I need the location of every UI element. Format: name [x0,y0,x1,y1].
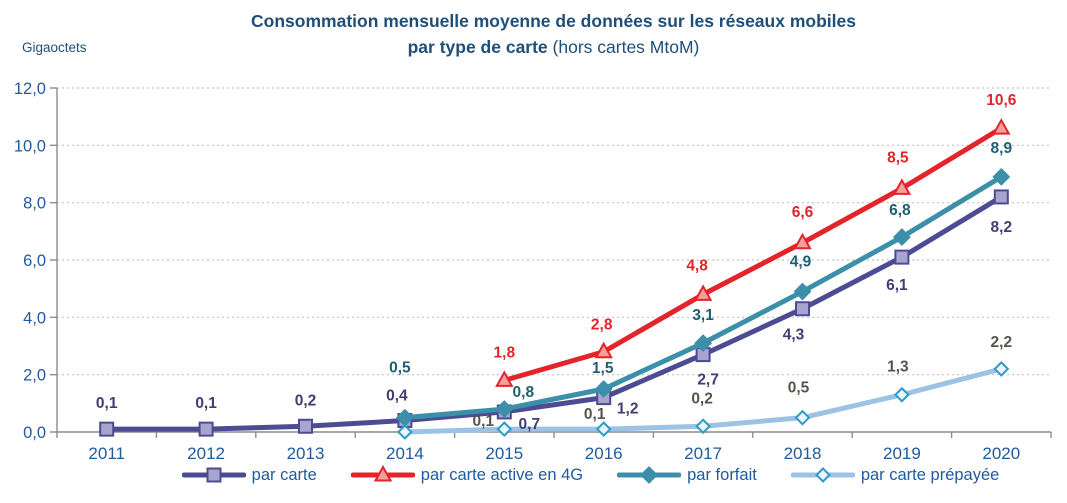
data-point-label: 1,8 [494,344,516,361]
legend-swatch [350,465,415,482]
data-point-marker [594,380,613,398]
legend-swatch [790,467,855,483]
data-point-label: 0,1 [473,413,495,430]
data-point-marker [993,361,1010,377]
data-point-marker [694,334,713,353]
x-tick-label: 2014 [386,444,424,463]
series-par-forfait [395,167,1011,427]
data-point-label: 8,9 [991,140,1013,157]
legend-item-par-carte: par carte [181,465,317,485]
x-tick-label: 2012 [187,444,225,463]
data-point-marker [892,178,912,195]
chart-title-line2: par type de carte (hors cartes MtoM) [407,37,700,57]
data-point-label: 0,1 [195,395,217,412]
series-line [104,194,1004,432]
data-point-label: 6,6 [792,204,814,221]
data-point-label: 4,3 [783,327,805,344]
y-tick-label: 0,0 [23,424,46,442]
data-point-marker [892,228,911,246]
data-point-marker [373,465,392,482]
data-point-label: 0,1 [96,395,118,412]
legend-label: par carte prépayée [860,465,1000,484]
data-point-label: 6,8 [889,202,911,219]
y-tick-label: 10,0 [14,137,46,155]
data-point-marker [793,232,812,250]
series-line [501,125,1004,383]
legend-item-par-carte-active-en-4G: par carte active en 4G [350,465,584,485]
legend-item-par-forfait: par forfait [617,465,757,485]
data-point-marker [795,301,810,317]
data-point-marker [793,282,812,301]
data-point-label: 1,2 [617,401,639,418]
chart-legend: par carte par carte active en 4G par forfa… [114,465,1067,485]
data-point-label: 4,8 [686,257,708,274]
data-point-marker [794,409,811,426]
y-tick-label: 2,0 [23,367,46,385]
data-point-marker [594,341,613,359]
data-point-marker [198,421,214,437]
data-point-label: 4,9 [790,254,812,271]
data-point-marker [496,421,513,438]
legend-swatch [617,466,682,484]
x-tick-label: 2013 [287,444,325,463]
data-point-marker [992,118,1011,135]
data-point-marker [396,424,413,440]
data-point-label: 0,7 [519,416,541,433]
data-point-label: 8,2 [991,219,1013,236]
legend-label: par carte active en 4G [420,465,584,484]
data-point-label: 1,3 [887,359,909,376]
x-tick-label: 2017 [684,444,722,463]
data-point-marker [298,418,313,434]
data-point-marker [206,467,222,483]
data-point-label: 0,5 [389,360,411,377]
data-point-label: 2,8 [591,317,613,334]
data-point-label: 0,2 [295,392,317,409]
x-tick-label: 2019 [883,444,921,463]
legend-swatch [181,467,246,483]
y-axis-unit-label: Gigaoctets [22,40,87,55]
data-point-label: 0,8 [513,384,535,401]
y-tick-label: 8,0 [23,195,46,213]
y-tick-label: 4,0 [23,309,46,327]
chart-title: Consommation mensuelle moyenne de donnée… [40,8,1067,60]
data-point-marker [695,418,712,435]
x-tick-label: 2015 [485,444,523,463]
data-point-label: 0,2 [691,390,713,407]
legend-item-par-carte-prépayée: par carte prépayée [790,465,1000,485]
x-tick-label: 2018 [784,444,822,463]
data-point-label: 1,5 [592,360,614,377]
data-point-marker [495,400,514,418]
y-tick-label: 6,0 [23,252,46,270]
data-point-marker [814,467,831,483]
data-point-label: 0,5 [788,380,810,397]
data-point-label: 2,7 [697,372,719,389]
series-par-carte-active-en-4G [495,118,1011,387]
data-point-label: 3,1 [692,307,714,324]
data-point-marker [640,466,659,484]
data-point-marker [893,386,910,403]
y-tick-label: 12,0 [14,80,46,98]
data-point-marker [595,421,612,438]
data-point-marker [693,284,713,301]
x-tick-label: 2016 [585,444,623,463]
data-point-label: 0,4 [386,388,408,405]
data-point-marker [992,167,1011,186]
x-tick-label: 2020 [982,444,1020,463]
data-point-label: 8,5 [887,149,909,166]
chart-title-line1: Consommation mensuelle moyenne de donnée… [251,11,856,31]
data-point-label: 6,1 [886,277,908,294]
x-tick-label: 2011 [88,444,125,463]
data-point-marker [894,249,910,265]
data-point-marker [993,189,1009,205]
data-point-label: 0,1 [584,406,606,423]
data-point-marker [495,370,514,387]
data-point-label: 10,6 [986,92,1017,109]
legend-label: par forfait [687,465,757,484]
legend-label: par carte [251,465,317,484]
data-point-label: 2,2 [991,334,1013,351]
data-point-marker [99,421,115,437]
series-par-carte-prépayée [396,361,1010,440]
